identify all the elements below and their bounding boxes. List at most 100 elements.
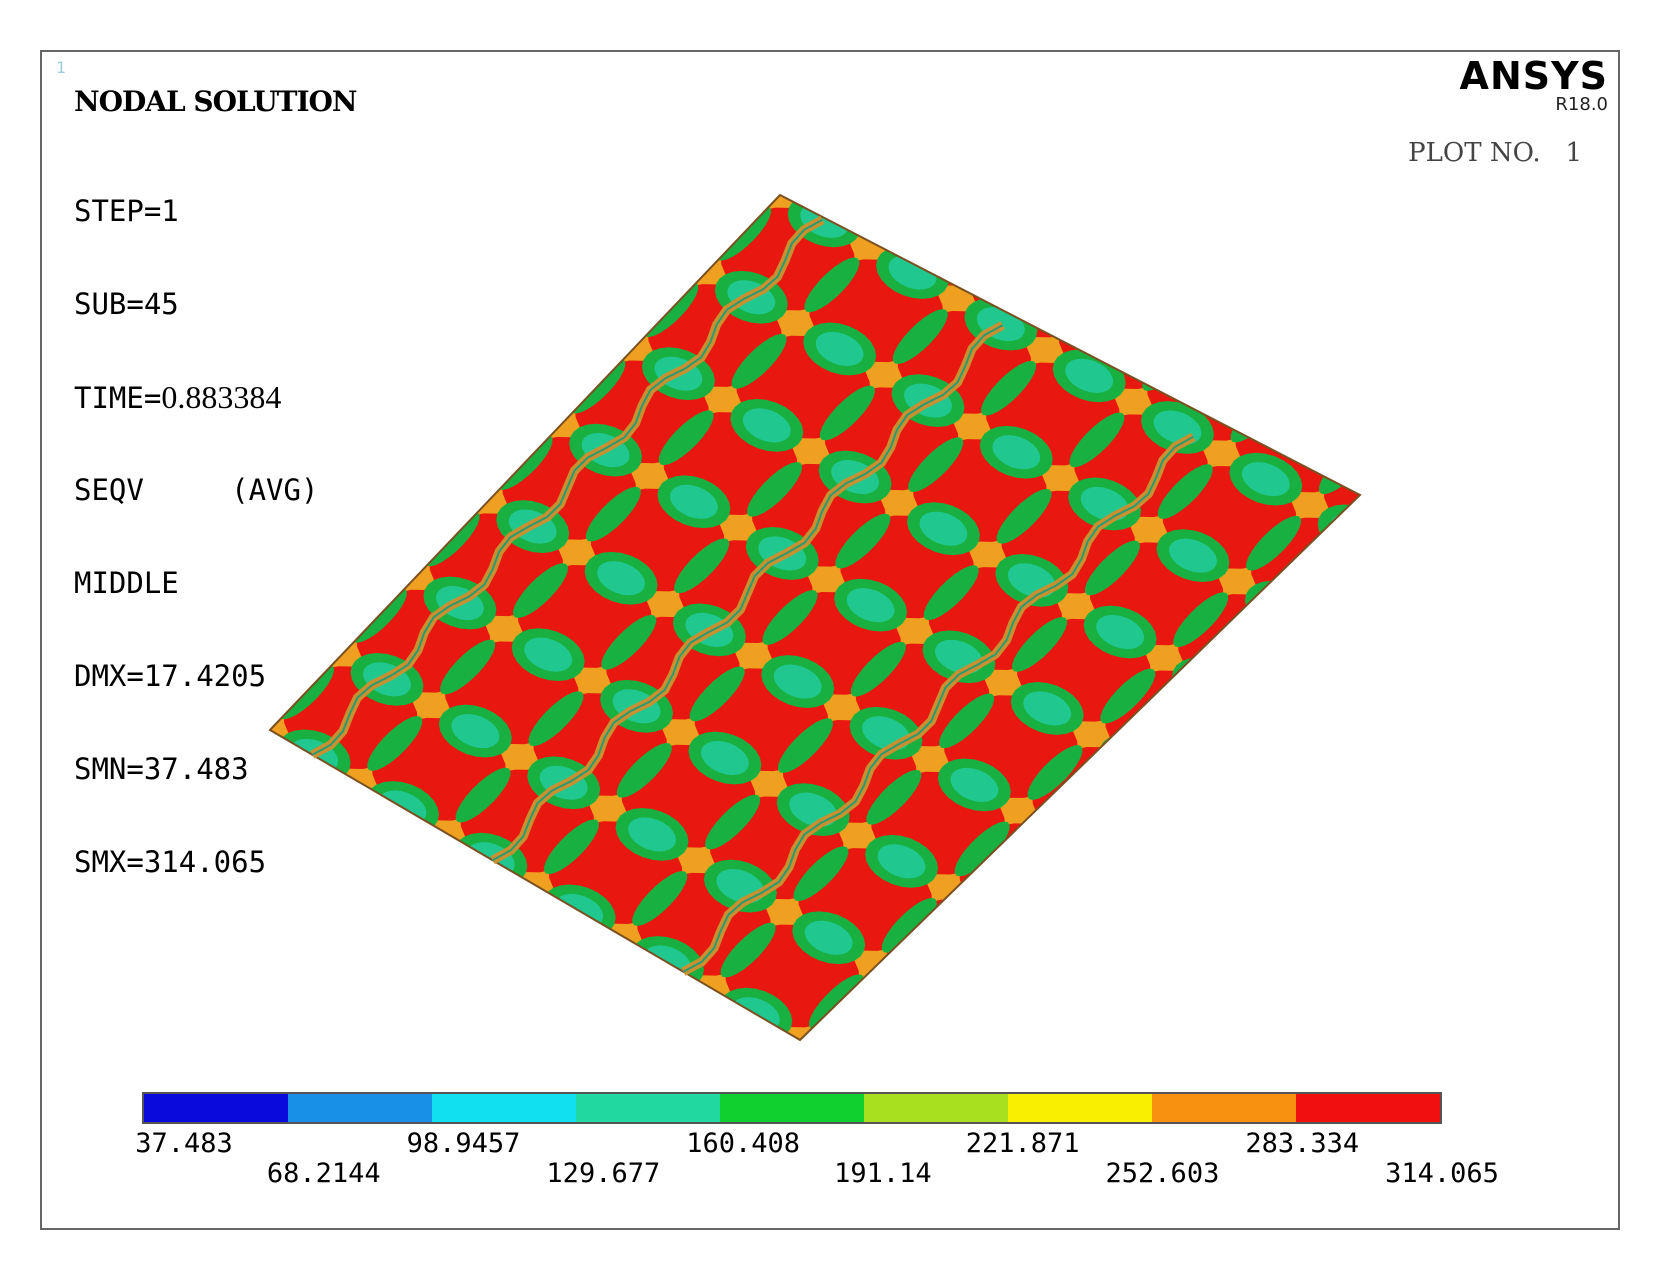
- low-stress-core: [700, 740, 749, 776]
- smx-line: SMX=314.065: [74, 845, 267, 879]
- low-stress-core: [1096, 614, 1145, 650]
- low-stress-core: [1184, 666, 1233, 701]
- low-stress-band: [996, 488, 1052, 544]
- low-stress-band: [1142, 336, 1198, 391]
- legend-tick-label: 37.483: [135, 1128, 233, 1159]
- result-line: SEQV (AVG): [74, 473, 319, 507]
- legend-tick-label: 252.603: [1105, 1158, 1220, 1189]
- low-stress-core: [919, 511, 968, 546]
- low-stress-band: [440, 639, 496, 695]
- legend-tick-label: 283.334: [1245, 1128, 1360, 1159]
- low-stress-band: [1100, 668, 1156, 724]
- low-stress-band: [513, 563, 568, 619]
- low-stress-band: [544, 819, 599, 875]
- low-stress-band: [793, 846, 849, 902]
- low-stress-band: [632, 871, 688, 926]
- low-stress-core: [1038, 819, 1087, 854]
- corrugated-panel: [270, 195, 1360, 1083]
- low-stress-band: [762, 590, 818, 645]
- legend-swatch-4: [720, 1094, 864, 1122]
- low-stress-core: [1257, 590, 1306, 625]
- low-stress-core: [669, 484, 718, 519]
- low-stress-core: [820, 1049, 868, 1083]
- low-stress-band: [939, 693, 995, 749]
- low-stress-band: [866, 769, 922, 825]
- low-stress-core: [1023, 691, 1072, 726]
- low-stress-band: [658, 410, 714, 466]
- low-stress-band: [705, 794, 761, 850]
- low-stress-ellipse: [1026, 810, 1100, 863]
- legend-swatch-3: [576, 1094, 720, 1122]
- time-label: TIME=: [74, 381, 162, 415]
- low-stress-core: [846, 588, 895, 623]
- stiffener-ribs: [310, 215, 1196, 976]
- low-stress-ellipse: [807, 1039, 881, 1040]
- low-stress-band: [954, 821, 1010, 877]
- low-stress-core: [877, 844, 926, 879]
- low-stress-band: [881, 897, 937, 953]
- low-stress-band: [1027, 745, 1083, 800]
- time-line: TIME=0.883384: [74, 381, 318, 415]
- layer-line: MIDDLE: [74, 566, 179, 600]
- low-stress-band: [1054, 284, 1109, 340]
- legend-swatch-2: [432, 1094, 576, 1122]
- low-stress-band: [720, 922, 776, 978]
- low-stress-band: [965, 232, 1021, 288]
- contour-legend-bar: [142, 1092, 1442, 1124]
- dmx-line: DMX=17.4205: [74, 659, 267, 693]
- smn-line: SMN=37.483: [74, 752, 249, 786]
- low-stress-ellipse: [1244, 580, 1318, 634]
- legend-tick-label: 160.408: [686, 1128, 801, 1159]
- low-stress-ellipse: [1171, 657, 1245, 711]
- low-stress-band: [778, 718, 833, 774]
- low-stress-core: [451, 713, 500, 749]
- legend-swatch-8: [1296, 1094, 1440, 1122]
- low-stress-core: [804, 920, 853, 955]
- low-stress-band: [804, 257, 860, 313]
- low-stress-core: [815, 331, 864, 367]
- low-stress-band: [1319, 439, 1360, 495]
- low-stress-band: [747, 461, 802, 517]
- low-stress-band: [731, 333, 787, 389]
- legend-swatch-6: [1008, 1094, 1152, 1122]
- low-stress-band: [616, 742, 672, 798]
- low-stress-core: [1241, 462, 1290, 497]
- low-stress-band: [1173, 592, 1229, 648]
- low-stress-core: [893, 972, 941, 1007]
- step-line: STEP=1: [74, 194, 179, 228]
- low-stress-ellipse: [953, 886, 1027, 940]
- low-stress-band: [689, 666, 745, 722]
- low-stress-band: [367, 716, 423, 771]
- legend-swatch-7: [1152, 1094, 1296, 1122]
- low-stress-band: [877, 195, 933, 236]
- low-stress-band: [981, 360, 1036, 416]
- legend-swatch-0: [144, 1094, 288, 1122]
- stiffener-rib-edge: [492, 324, 1004, 862]
- low-stress-band: [1012, 616, 1067, 672]
- legend-swatch-1: [288, 1094, 432, 1122]
- brand-name: ANSYS: [1459, 54, 1608, 98]
- low-stress-core: [1111, 743, 1160, 778]
- low-stress-band: [528, 691, 584, 747]
- low-stress-core: [992, 435, 1041, 470]
- low-stress-core: [965, 895, 1014, 931]
- legend-tick-label: 98.9457: [406, 1128, 521, 1159]
- low-stress-ellipse: [1099, 733, 1173, 787]
- low-stress-band: [892, 309, 948, 364]
- stiffener-rib-edge: [682, 435, 1194, 973]
- low-stress-core: [1169, 538, 1217, 573]
- legend-tick-label: 221.871: [965, 1128, 1080, 1159]
- high-stress-zone: [1323, 441, 1360, 545]
- low-stress-band: [850, 641, 906, 697]
- low-stress-band: [819, 385, 875, 441]
- low-stress-band: [923, 565, 979, 621]
- window-marker: 1: [56, 58, 66, 77]
- low-stress-band: [674, 538, 730, 594]
- low-stress-band: [455, 767, 511, 823]
- low-stress-band: [809, 974, 864, 1030]
- low-stress-band: [601, 614, 657, 670]
- plot-number: PLOT NO. 1: [1408, 138, 1582, 168]
- low-stress-core: [1330, 513, 1360, 548]
- low-stress-band: [1230, 387, 1286, 443]
